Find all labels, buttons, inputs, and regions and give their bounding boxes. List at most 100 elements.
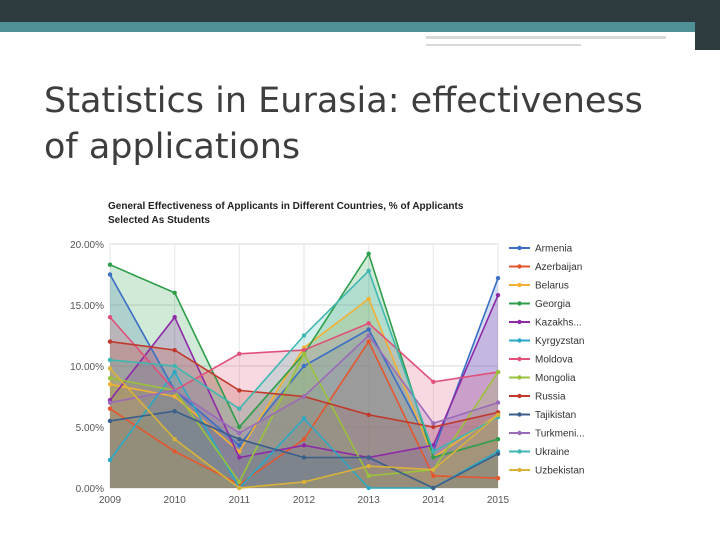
point-armenia	[237, 443, 242, 448]
point-azerbaijan	[366, 339, 371, 344]
point-ukraine	[301, 333, 307, 338]
top-teal-band	[0, 22, 720, 32]
point-moldova	[366, 321, 371, 326]
legend-marker-belarus	[517, 282, 522, 288]
point-turkmeni	[301, 394, 307, 399]
point-uzbekistan	[172, 437, 177, 442]
point-moldova	[107, 315, 113, 320]
point-azerbaijan	[172, 449, 177, 454]
legend-marker-kyrgyzstan	[517, 338, 522, 343]
legend-label-moldova: Moldova	[535, 355, 573, 366]
point-tajikistan	[107, 418, 113, 424]
point-moldova	[431, 379, 436, 385]
point-mongolia	[366, 473, 371, 478]
point-kyrgyzstan	[107, 457, 113, 463]
area-ukraine	[110, 270, 498, 488]
legend-marker-armenia	[517, 245, 522, 251]
legend-marker-georgia	[517, 301, 522, 306]
x-tick-label: 2015	[487, 495, 510, 506]
point-turkmeni	[366, 333, 371, 338]
point-uzbekistan	[301, 479, 307, 485]
slide-title: Statistics in Eurasia: effectiveness of …	[44, 81, 643, 167]
area-turkmeni	[110, 335, 498, 488]
point-kazakhs	[301, 443, 307, 448]
top-right-block	[695, 0, 720, 50]
x-axis-ticks: 2009 2010 2011 2012 2013 2014 2015	[99, 495, 510, 506]
point-turkmeni	[431, 421, 436, 426]
point-belarus	[237, 449, 242, 454]
point-russia	[431, 424, 436, 430]
point-georgia	[431, 455, 436, 460]
point-mongolia	[107, 376, 113, 381]
x-tick-label: 2009	[99, 495, 122, 506]
point-russia	[172, 347, 177, 353]
point-mongolia	[301, 351, 307, 356]
point-tajikistan	[495, 451, 501, 457]
point-mongolia	[495, 369, 501, 375]
legend-label-armenia: Armenia	[535, 244, 573, 255]
x-tick-label: 2010	[164, 495, 187, 506]
legend-label-azerbaijan: Azerbaijan	[535, 262, 582, 273]
point-russia	[237, 388, 242, 393]
area-mongolia	[110, 353, 498, 488]
point-ukraine	[366, 268, 371, 274]
point-russia	[107, 339, 113, 344]
point-belarus	[366, 296, 371, 302]
area-belarus	[110, 298, 498, 488]
point-armenia	[495, 275, 501, 281]
chart-title-line-1: General Effectiveness of Applicants in D…	[108, 201, 464, 212]
point-kazakhs	[495, 293, 501, 298]
point-uzbekistan	[366, 463, 371, 469]
point-kazakhs	[172, 315, 177, 320]
point-tajikistan	[301, 455, 307, 460]
legend-label-kyrgyzstan: Kyrgyzstan	[535, 336, 584, 347]
point-moldova	[301, 347, 307, 353]
x-tick-label: 2013	[358, 495, 381, 506]
point-tajikistan	[237, 437, 242, 442]
point-kyrgyzstan	[172, 369, 177, 375]
point-georgia	[366, 251, 371, 256]
point-turkmeni	[172, 388, 177, 393]
legend-marker-tajikistan	[517, 412, 522, 417]
legend-marker-ukraine	[517, 449, 522, 454]
point-ukraine	[237, 406, 242, 411]
y-tick-label: 10.00%	[70, 362, 104, 373]
point-uzbekistan	[107, 366, 113, 371]
area-armenia	[110, 274, 498, 488]
point-azerbaijan	[431, 473, 436, 478]
area-kazakhs	[110, 295, 498, 488]
point-tajikistan	[431, 485, 436, 491]
point-uzbekistan	[495, 412, 501, 417]
legend-label-kazakhs: Kazakhs...	[535, 318, 582, 329]
point-ukraine	[172, 363, 177, 369]
legend-marker-kazakhs	[517, 319, 522, 325]
point-turkmeni	[107, 400, 113, 405]
legend-marker-azerbaijan	[517, 264, 522, 269]
chart-legend: Armenia Azerbaijan Belarus Georgia Kazakhs..…	[509, 244, 585, 477]
y-tick-label: 5.00%	[76, 423, 104, 434]
point-azerbaijan	[495, 476, 501, 481]
point-armenia	[301, 363, 307, 369]
legend-label-uzbekistan: Uzbekistan	[535, 466, 584, 477]
legend-marker-mongolia	[517, 375, 522, 380]
point-tajikistan	[172, 408, 177, 414]
point-moldova	[237, 351, 242, 356]
chart-title-line-2: Selected As Students	[108, 215, 210, 226]
point-turkmeni	[495, 400, 501, 405]
chart-lines	[107, 251, 501, 491]
top-decoration-bar	[0, 0, 720, 50]
legend-label-ukraine: Ukraine	[535, 447, 570, 458]
legend-label-georgia: Georgia	[535, 299, 571, 310]
point-georgia	[107, 262, 113, 267]
point-turkmeni	[237, 430, 242, 436]
point-azerbaijan	[301, 437, 307, 442]
x-tick-label: 2011	[229, 495, 251, 506]
point-uzbekistan	[237, 485, 242, 491]
legend-label-mongolia: Mongolia	[535, 373, 576, 384]
point-tajikistan	[366, 455, 371, 460]
point-ukraine	[107, 357, 113, 363]
point-uzbekistan	[431, 467, 436, 472]
legend-label-tajikistan: Tajikistan	[535, 410, 576, 421]
point-georgia	[172, 290, 177, 295]
legend-marker-uzbekistan	[517, 467, 522, 473]
